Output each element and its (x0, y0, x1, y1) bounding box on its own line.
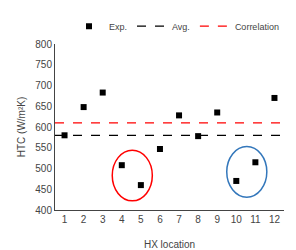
svg-text:5: 5 (138, 214, 144, 225)
svg-text:Exp.: Exp. (109, 22, 127, 32)
svg-text:800: 800 (35, 39, 52, 50)
svg-text:2: 2 (81, 214, 87, 225)
svg-text:HX location: HX location (144, 239, 195, 250)
svg-text:4: 4 (119, 214, 125, 225)
svg-text:700: 700 (35, 80, 52, 91)
svg-text:7: 7 (176, 214, 182, 225)
svg-text:11: 11 (250, 214, 261, 225)
svg-text:6: 6 (157, 214, 163, 225)
svg-text:750: 750 (35, 59, 52, 70)
svg-text:Correlation: Correlation (235, 22, 279, 32)
svg-text:9: 9 (214, 214, 220, 225)
svg-text:8: 8 (195, 214, 201, 225)
svg-text:10: 10 (231, 214, 243, 225)
svg-text:HTC (W/m²K): HTC (W/m²K) (16, 97, 27, 158)
svg-text:450: 450 (35, 184, 52, 195)
svg-text:500: 500 (35, 163, 52, 174)
svg-text:3: 3 (100, 214, 106, 225)
svg-text:550: 550 (35, 142, 52, 153)
svg-text:12: 12 (269, 214, 281, 225)
svg-text:400: 400 (35, 205, 52, 216)
svg-text:1: 1 (62, 214, 68, 225)
svg-text:Avg.: Avg. (172, 22, 190, 32)
svg-text:650: 650 (35, 101, 52, 112)
svg-text:600: 600 (35, 122, 52, 133)
